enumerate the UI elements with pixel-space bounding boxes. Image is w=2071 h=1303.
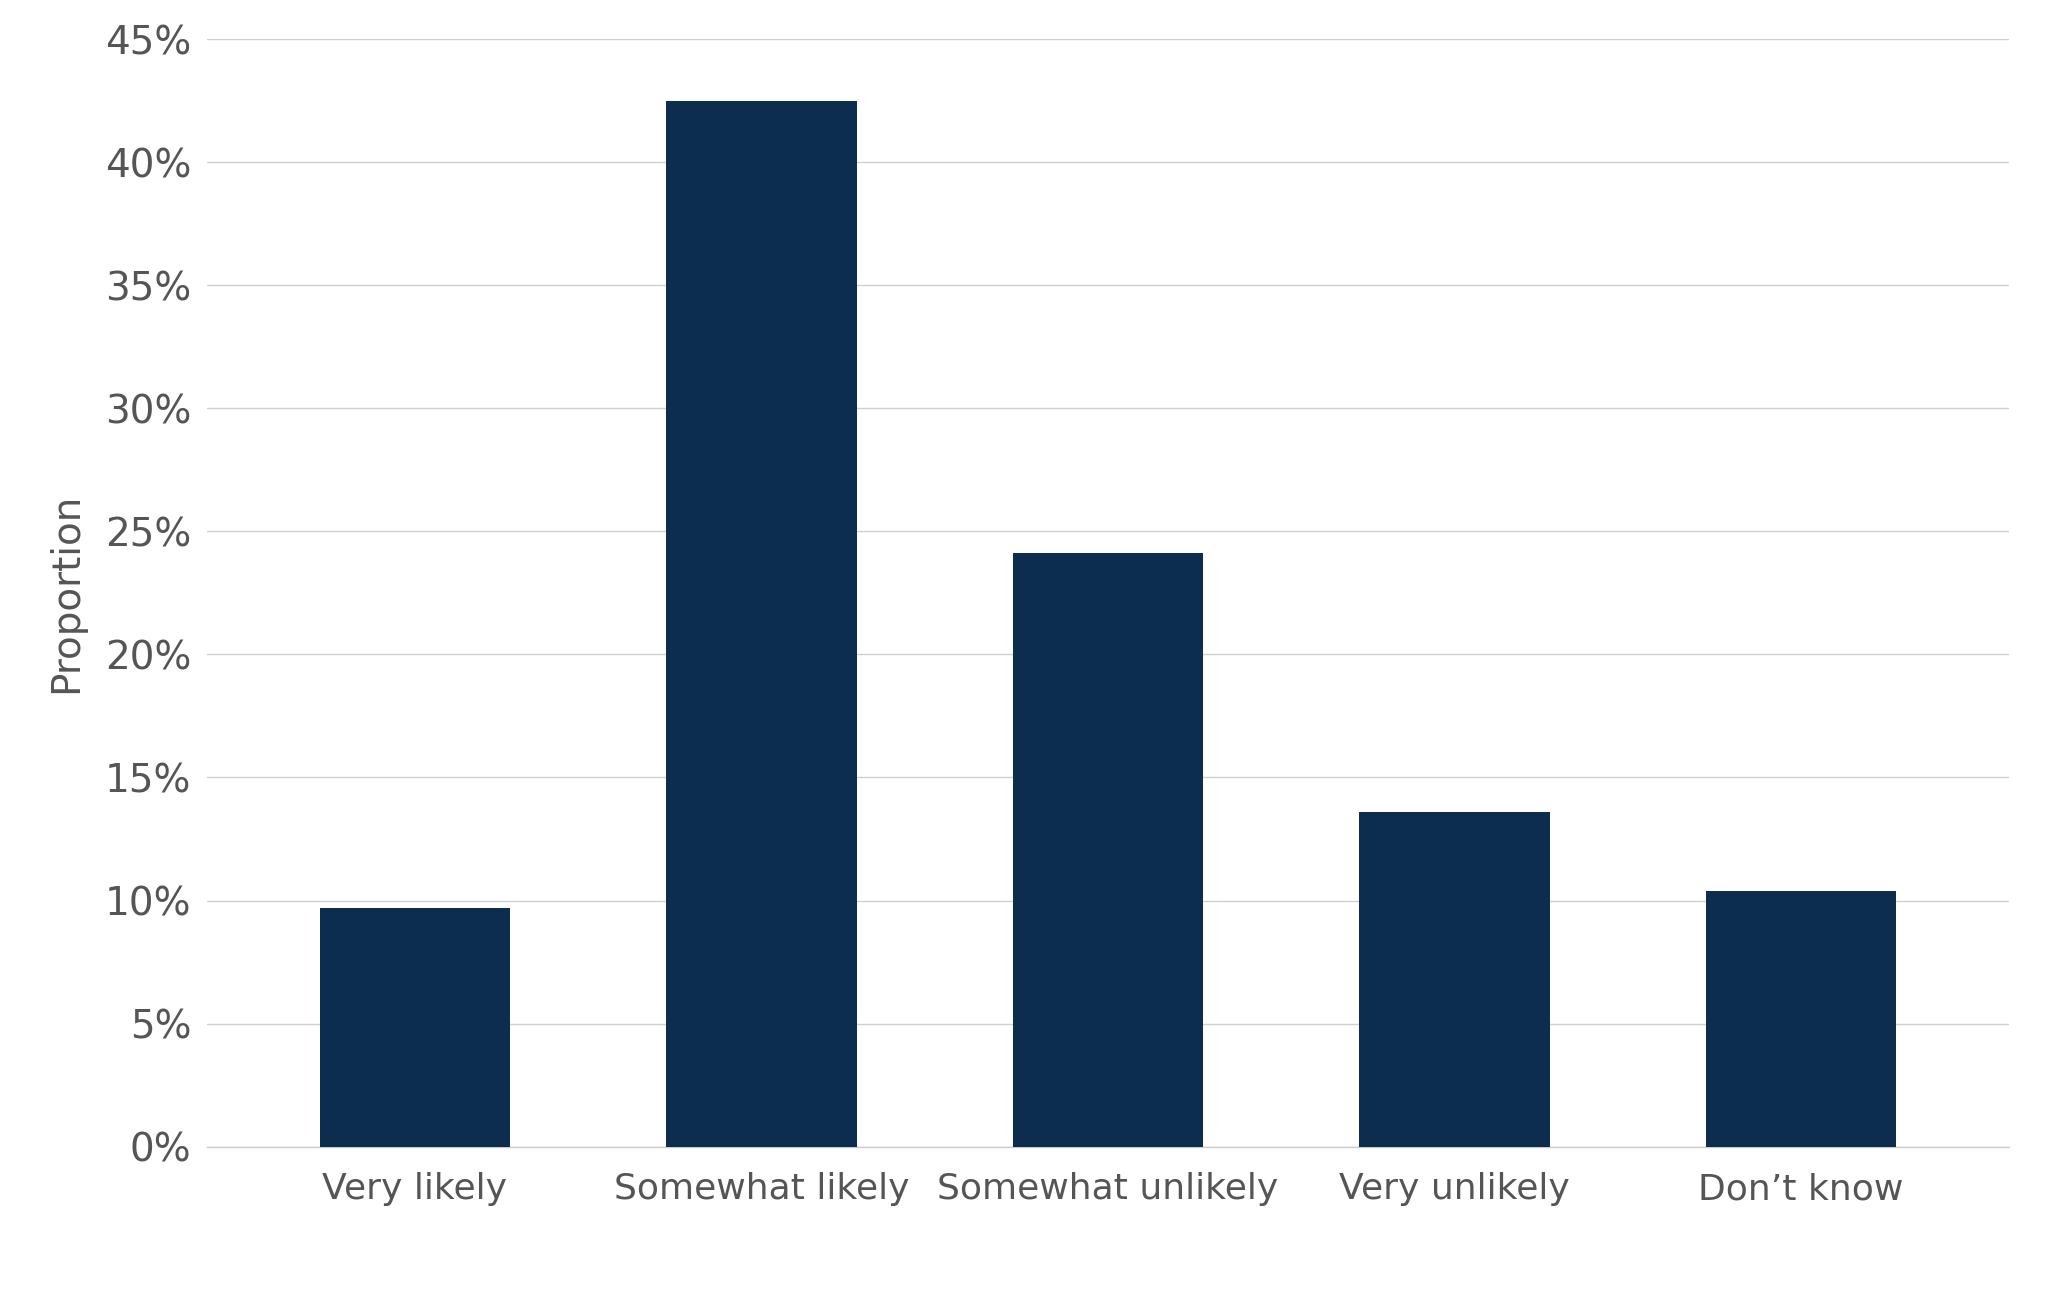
Y-axis label: Proportion: Proportion [48, 493, 85, 693]
Bar [319, 908, 509, 1147]
Bar [1359, 812, 1549, 1147]
Bar [1013, 554, 1203, 1147]
Bar [1707, 891, 1897, 1147]
Bar [667, 100, 857, 1147]
